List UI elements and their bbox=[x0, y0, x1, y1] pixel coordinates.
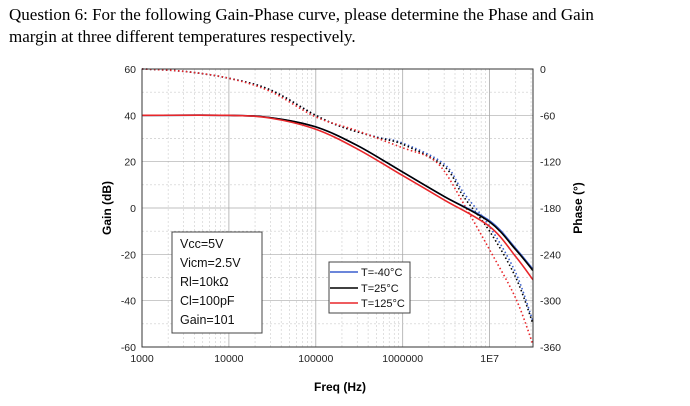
condition-line: Rl=10kΩ bbox=[180, 275, 229, 289]
y-tick-label: 40 bbox=[124, 110, 136, 122]
condition-line: Vicm=2.5V bbox=[180, 256, 241, 270]
y2-axis-label: Phase (°) bbox=[571, 182, 585, 233]
y2-tick-label: -120 bbox=[540, 157, 561, 169]
x-tick-label: 10000 bbox=[214, 353, 243, 365]
x-tick-label: 1000000 bbox=[382, 353, 423, 365]
question-text: Question 6: For the following Gain-Phase… bbox=[9, 4, 689, 48]
legend-label: T=125°C bbox=[361, 298, 405, 310]
y-tick-label: -20 bbox=[121, 249, 136, 261]
question-line-1: Question 6: For the following Gain-Phase… bbox=[9, 5, 594, 24]
legend: T=-40°C T=25°C T=125°C bbox=[328, 261, 411, 314]
plot-frame bbox=[141, 68, 534, 348]
y2-tick-label: -180 bbox=[540, 203, 561, 215]
y2-tick-label: -360 bbox=[540, 342, 561, 354]
y-tick-label: 60 bbox=[124, 64, 136, 76]
legend-label: T=25°C bbox=[361, 283, 399, 295]
x-tick-label: 1E7 bbox=[480, 353, 499, 365]
y-tick-label: -40 bbox=[121, 296, 136, 308]
x-tick-label: 100000 bbox=[298, 353, 333, 365]
x-tick-label: 1000 bbox=[130, 353, 154, 365]
y2-tick-label: -300 bbox=[540, 296, 561, 308]
y-tick-label: 20 bbox=[124, 157, 136, 169]
y-axis-label: Gain (dB) bbox=[100, 181, 114, 235]
gain-curve-2 bbox=[141, 114, 534, 281]
condition-line: Gain=101 bbox=[180, 313, 235, 327]
x-axis-label: Freq (Hz) bbox=[314, 380, 366, 394]
question-line-2: margin at three different temperatures r… bbox=[9, 27, 356, 46]
y2-tick-label: 0 bbox=[540, 64, 546, 76]
y-tick-label: 0 bbox=[130, 203, 136, 215]
conditions-box: Vcc=5V Vicm=2.5V Rl=10kΩ Cl=100pF Gain=1… bbox=[171, 231, 263, 334]
y2-tick-label: -60 bbox=[540, 110, 555, 122]
y-tick-label: -60 bbox=[121, 342, 136, 354]
legend-label: T=-40°C bbox=[361, 267, 402, 279]
condition-line: Vcc=5V bbox=[180, 237, 224, 251]
condition-line: Cl=100pF bbox=[180, 294, 235, 308]
phase-curve-1 bbox=[141, 68, 534, 325]
y2-tick-label: -240 bbox=[540, 249, 561, 261]
